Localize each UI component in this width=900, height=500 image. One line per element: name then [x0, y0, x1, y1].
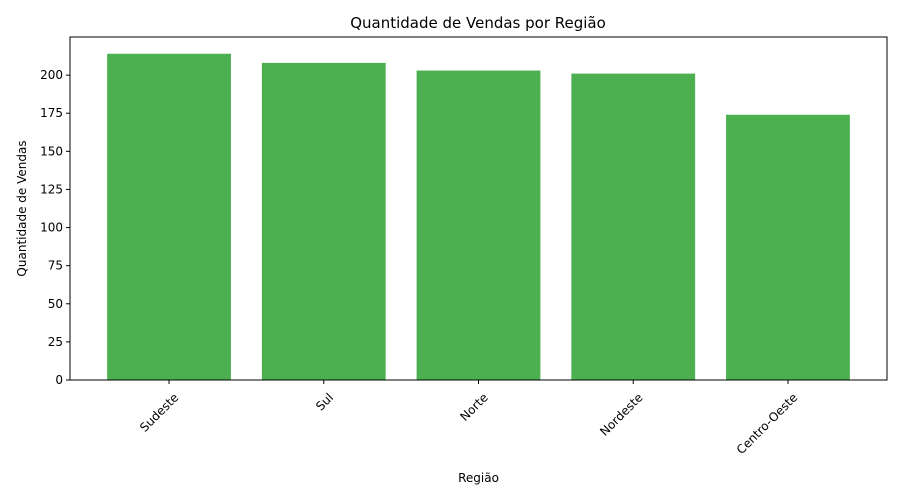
- plot-frame: [69, 36, 888, 381]
- y-tick-label: 75: [48, 259, 63, 273]
- chart-title: Quantidade de Vendas por Região: [350, 14, 606, 32]
- y-tick-label: 125: [40, 182, 63, 196]
- x-tick-label: Sudeste: [137, 390, 181, 434]
- x-axis-title: Região: [458, 471, 499, 485]
- y-tick-label: 175: [40, 106, 63, 120]
- y-axis: 0 25 50 75 100 125 150 175 200: [40, 68, 70, 387]
- x-tick-label: Sul: [313, 390, 336, 413]
- bar-centro-oeste: [726, 114, 850, 380]
- x-tick-label: Nordeste: [597, 390, 645, 438]
- x-axis: Sudeste Sul Norte Nordeste Centro-Oeste: [137, 380, 800, 457]
- bar-sul: [261, 62, 386, 380]
- x-tick-label: Centro-Oeste: [734, 390, 801, 457]
- bar-norte: [416, 70, 541, 380]
- y-tick-label: 150: [40, 144, 63, 158]
- bars-group: [107, 53, 850, 380]
- y-axis-title: Quantidade de Vendas: [15, 140, 29, 276]
- bar-sudeste: [107, 53, 231, 380]
- y-tick-label: 25: [48, 335, 63, 349]
- y-tick-label: 0: [55, 373, 63, 387]
- x-tick-label: Norte: [457, 390, 490, 423]
- y-tick-label: 50: [48, 297, 63, 311]
- bar-nordeste: [571, 73, 696, 380]
- y-tick-label: 100: [40, 221, 63, 235]
- y-tick-label: 200: [40, 68, 63, 82]
